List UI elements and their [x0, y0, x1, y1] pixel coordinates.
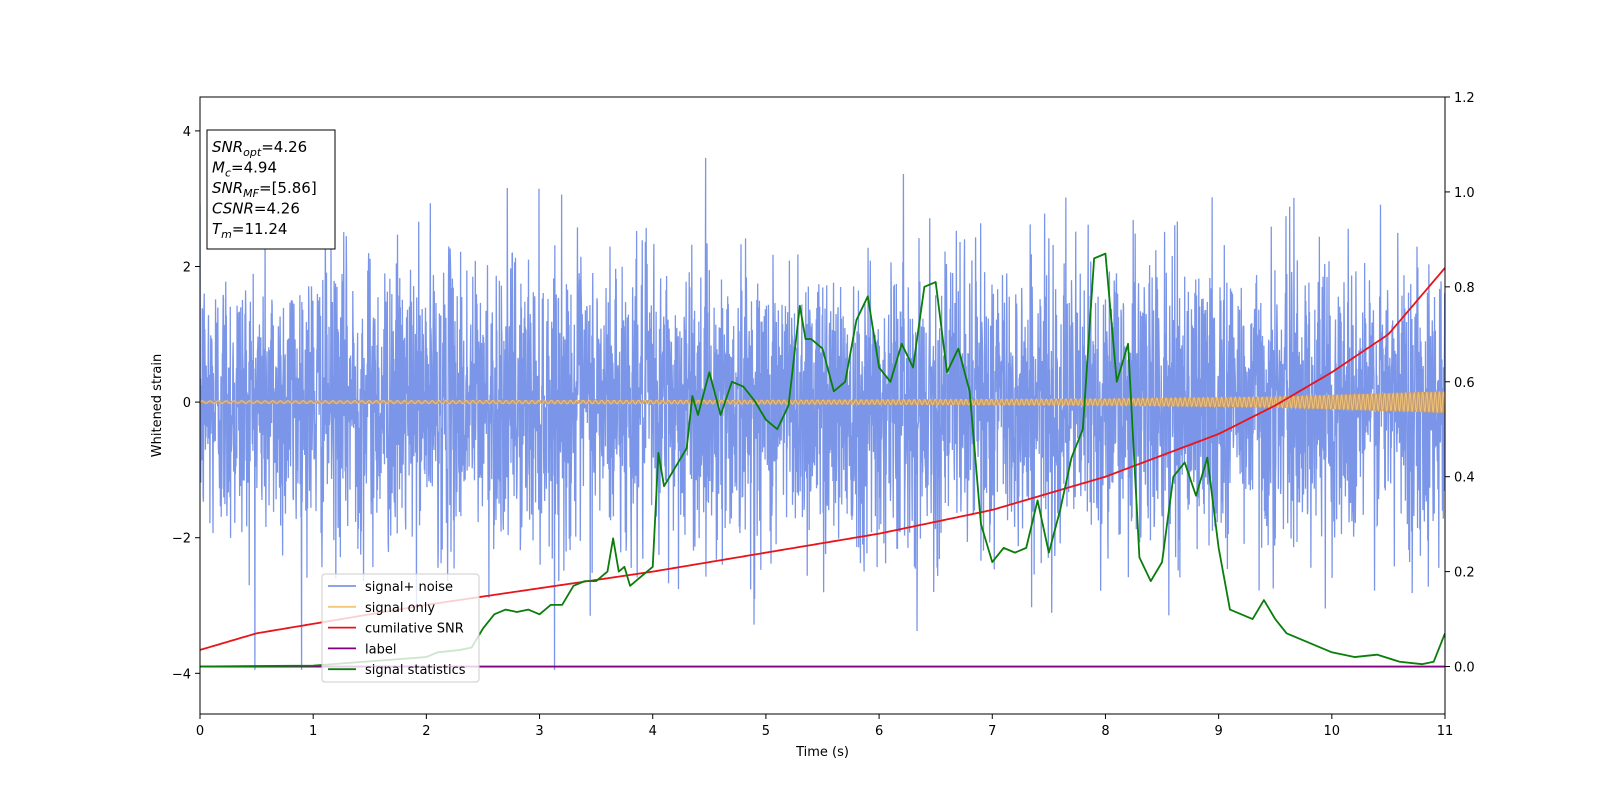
x-tick-label: 5 [762, 724, 770, 739]
info-line: Mc=4.94 [212, 159, 277, 180]
x-tick-label: 4 [649, 724, 657, 739]
x-axis-label: Time (s) [795, 745, 849, 760]
info-line: SNRopt=4.26 [212, 138, 307, 159]
x-tick-label: 7 [988, 724, 996, 739]
y-tick-label: 2 [183, 261, 191, 276]
x-tick-label: 1 [309, 724, 317, 739]
y-tick-label: 4 [183, 125, 191, 140]
y-axis-label: Whitened strain [150, 354, 165, 457]
x-tick-label: 10 [1324, 724, 1341, 739]
x-tick-label: 11 [1437, 724, 1454, 739]
info-line: SNRMF=[5.86] [212, 179, 317, 200]
y-tick-label: 0 [183, 396, 191, 411]
legend-label: label [365, 642, 396, 657]
x-tick-label: 2 [422, 724, 430, 739]
legend-label: signal statistics [365, 663, 466, 678]
legend-label: signal only [365, 601, 435, 616]
y2-tick-label: 1.2 [1454, 91, 1475, 106]
y-tick-label: −2 [172, 532, 191, 547]
series-signal-statistics [200, 252, 1445, 668]
legend-box [321, 573, 480, 683]
x-tick-label: 0 [196, 724, 204, 739]
info-box-frame [206, 129, 336, 250]
axes: 0 1 2 3 4 5 6 7 8 9 10 11 −4 −2 0 2 4 0.0 0.2 0.4 0.6 0.8 1.0 1… [150, 91, 1475, 760]
y-tick-label: −4 [172, 667, 191, 682]
info-line: CSNR=4.26 [212, 200, 300, 218]
info-line: Tm=11.24 [212, 220, 287, 241]
series-signal-only [200, 391, 1445, 413]
x-tick-label: 3 [535, 724, 543, 739]
axes-frame [199, 96, 1446, 715]
y2-tick-label: 0.2 [1454, 566, 1475, 581]
legend-label: signal+ noise [365, 580, 453, 595]
y2-tick-label: 0.0 [1454, 661, 1475, 676]
y2-tick-label: 0.4 [1454, 471, 1475, 486]
series-signal-only-line [200, 390, 1445, 414]
y2-tick-label: 0.8 [1454, 281, 1475, 296]
x-tick-label: 8 [1101, 724, 1109, 739]
y2-tick-label: 0.6 [1454, 376, 1475, 391]
legend-label: cumilative SNR [365, 622, 464, 637]
legend: signal+ noise signal only cumilative SNR la… [321, 573, 480, 683]
x-tick-label: 9 [1214, 724, 1222, 739]
y2-tick-label: 1.0 [1454, 186, 1475, 201]
x-tick-label: 6 [875, 724, 883, 739]
